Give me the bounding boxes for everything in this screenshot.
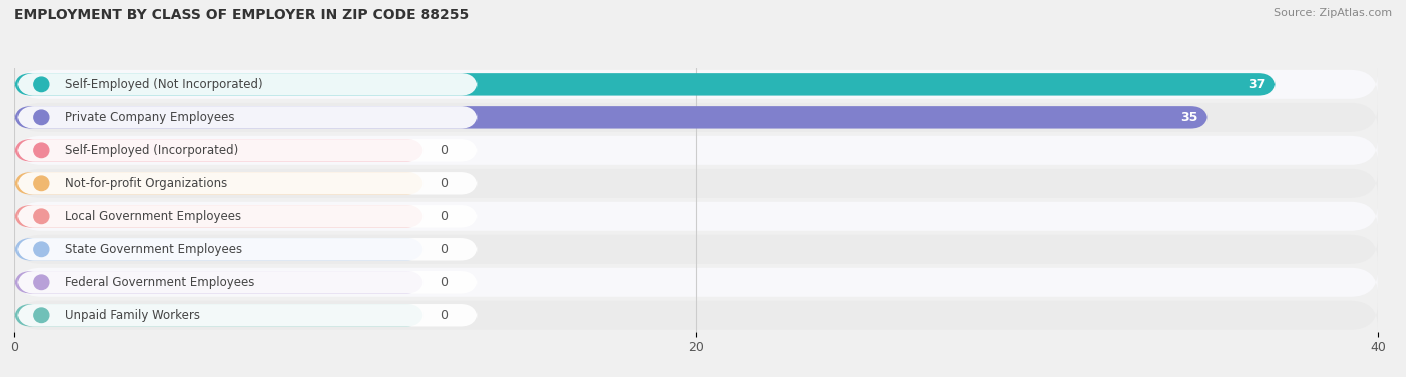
FancyBboxPatch shape	[17, 238, 478, 261]
Text: Unpaid Family Workers: Unpaid Family Workers	[65, 309, 200, 322]
FancyBboxPatch shape	[14, 202, 1378, 231]
FancyBboxPatch shape	[14, 172, 423, 195]
Text: 0: 0	[440, 276, 449, 289]
FancyBboxPatch shape	[17, 271, 478, 294]
Text: 37: 37	[1249, 78, 1265, 91]
FancyBboxPatch shape	[14, 70, 1378, 99]
FancyBboxPatch shape	[14, 139, 423, 162]
FancyBboxPatch shape	[17, 139, 478, 162]
Text: Self-Employed (Incorporated): Self-Employed (Incorporated)	[65, 144, 239, 157]
Text: Source: ZipAtlas.com: Source: ZipAtlas.com	[1274, 8, 1392, 18]
Text: Not-for-profit Organizations: Not-for-profit Organizations	[65, 177, 228, 190]
Circle shape	[34, 308, 49, 323]
Text: Local Government Employees: Local Government Employees	[65, 210, 242, 223]
Circle shape	[34, 176, 49, 191]
FancyBboxPatch shape	[14, 73, 1275, 96]
Text: State Government Employees: State Government Employees	[65, 243, 242, 256]
Text: EMPLOYMENT BY CLASS OF EMPLOYER IN ZIP CODE 88255: EMPLOYMENT BY CLASS OF EMPLOYER IN ZIP C…	[14, 8, 470, 21]
FancyBboxPatch shape	[17, 205, 478, 228]
Text: 35: 35	[1180, 111, 1197, 124]
Circle shape	[34, 143, 49, 158]
FancyBboxPatch shape	[14, 301, 1378, 330]
FancyBboxPatch shape	[14, 238, 423, 261]
Text: 0: 0	[440, 309, 449, 322]
Text: 0: 0	[440, 210, 449, 223]
Text: 0: 0	[440, 243, 449, 256]
Circle shape	[34, 242, 49, 257]
FancyBboxPatch shape	[17, 172, 478, 195]
Circle shape	[34, 275, 49, 290]
FancyBboxPatch shape	[14, 268, 1378, 297]
Text: 0: 0	[440, 144, 449, 157]
Text: Federal Government Employees: Federal Government Employees	[65, 276, 254, 289]
FancyBboxPatch shape	[17, 304, 478, 326]
FancyBboxPatch shape	[14, 235, 1378, 264]
FancyBboxPatch shape	[14, 271, 423, 294]
FancyBboxPatch shape	[14, 136, 1378, 165]
FancyBboxPatch shape	[14, 106, 1208, 129]
FancyBboxPatch shape	[17, 106, 478, 129]
FancyBboxPatch shape	[14, 103, 1378, 132]
Text: 0: 0	[440, 177, 449, 190]
FancyBboxPatch shape	[14, 205, 423, 228]
Circle shape	[34, 77, 49, 92]
FancyBboxPatch shape	[14, 169, 1378, 198]
FancyBboxPatch shape	[14, 304, 423, 326]
Text: Private Company Employees: Private Company Employees	[65, 111, 235, 124]
Circle shape	[34, 209, 49, 224]
Circle shape	[34, 110, 49, 125]
Text: Self-Employed (Not Incorporated): Self-Employed (Not Incorporated)	[65, 78, 263, 91]
FancyBboxPatch shape	[17, 73, 478, 96]
